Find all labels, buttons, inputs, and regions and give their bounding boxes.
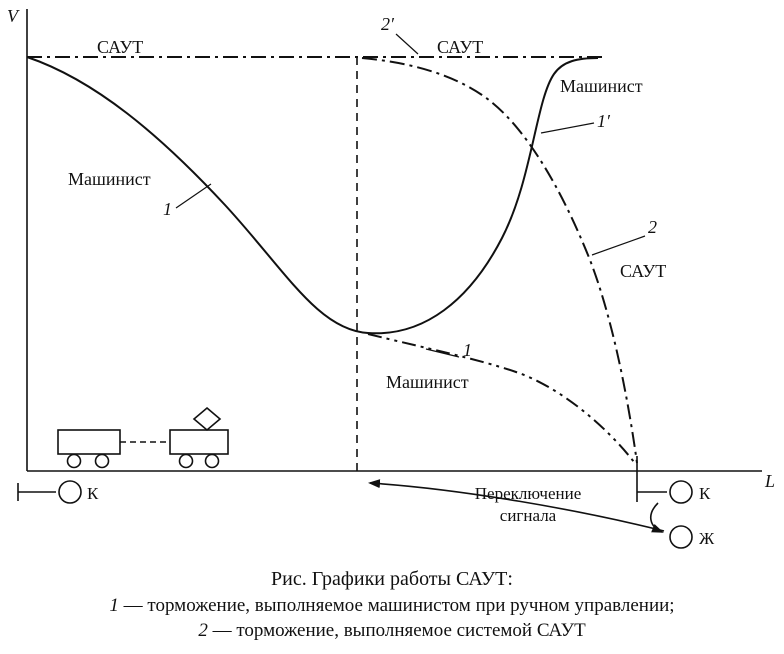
right-signal: К Ж	[636, 456, 715, 549]
right-red-letter: К	[699, 484, 711, 503]
curve-labels: САУТ 2′ САУТ Машинист 1 Машинист 1′ 2 СА…	[68, 14, 666, 392]
leader-1-upper	[175, 183, 212, 209]
locomotive-wheel	[204, 453, 220, 469]
leader-1-lower	[425, 348, 460, 358]
leader-2	[591, 235, 646, 256]
curve-mashinist-1	[26, 56, 599, 335]
switch-arrow-line	[368, 479, 665, 532]
leader-2-prime	[395, 33, 419, 55]
left-red-light-icon	[58, 480, 82, 504]
left-signal-letter: К	[87, 484, 99, 503]
wagon-wheel	[94, 453, 110, 469]
label-mashinist-lower: Машинист	[386, 372, 469, 392]
caption-title: Рис. Графики работы САУТ:	[271, 568, 513, 590]
switch-label-line2: сигнала	[500, 506, 557, 525]
axes: V L	[7, 6, 775, 491]
label-mashinist-upper-left: Машинист	[68, 169, 151, 189]
switch-arrow: Переключение сигнала	[368, 479, 665, 532]
label-2-prime: 2′	[381, 14, 395, 34]
right-red-light-icon	[669, 480, 693, 504]
label-saut-top-right: САУТ	[437, 37, 483, 57]
locomotive-wheel	[178, 453, 194, 469]
locomotive-body	[169, 429, 229, 455]
caption-item-2-text: — торможение, выполняемое системой САУТ	[208, 620, 586, 641]
wagon-wheel	[66, 453, 82, 469]
left-signal: К	[17, 480, 99, 504]
caption-item-2-num: 2	[198, 620, 208, 641]
curve-saut-2	[361, 57, 638, 464]
label-1-lower: 1	[463, 340, 472, 360]
train	[57, 406, 229, 469]
label-1-prime: 1′	[597, 111, 611, 131]
pantograph-diamond-icon	[192, 406, 222, 432]
caption-item-1: 1 — торможение, выполняемое машинистом п…	[109, 595, 674, 616]
right-yellow-light-icon	[669, 525, 693, 549]
label-saut-top-left: САУТ	[97, 37, 143, 57]
right-yellow-letter: Ж	[699, 529, 715, 548]
caption-item-1-num: 1	[109, 595, 119, 616]
caption: Рис. Графики работы САУТ: 1 — торможение…	[109, 568, 674, 641]
wagon-body	[57, 429, 121, 455]
label-1-upper: 1	[163, 199, 172, 219]
v-axis-label: V	[7, 6, 20, 26]
caption-item-2: 2 — торможение, выполняемое системой САУ…	[198, 620, 586, 641]
label-2: 2	[648, 217, 657, 237]
l-axis-label: L	[764, 471, 775, 491]
curve-mashinist-lower	[367, 333, 635, 463]
label-mashinist-upper-right: Машинист	[560, 76, 643, 96]
label-saut-right: САУТ	[620, 261, 666, 281]
leader-1-prime	[540, 122, 595, 134]
caption-item-1-text: — торможение, выполняемое машинистом при…	[119, 595, 675, 616]
switch-label-line1: Переключение	[475, 484, 582, 503]
